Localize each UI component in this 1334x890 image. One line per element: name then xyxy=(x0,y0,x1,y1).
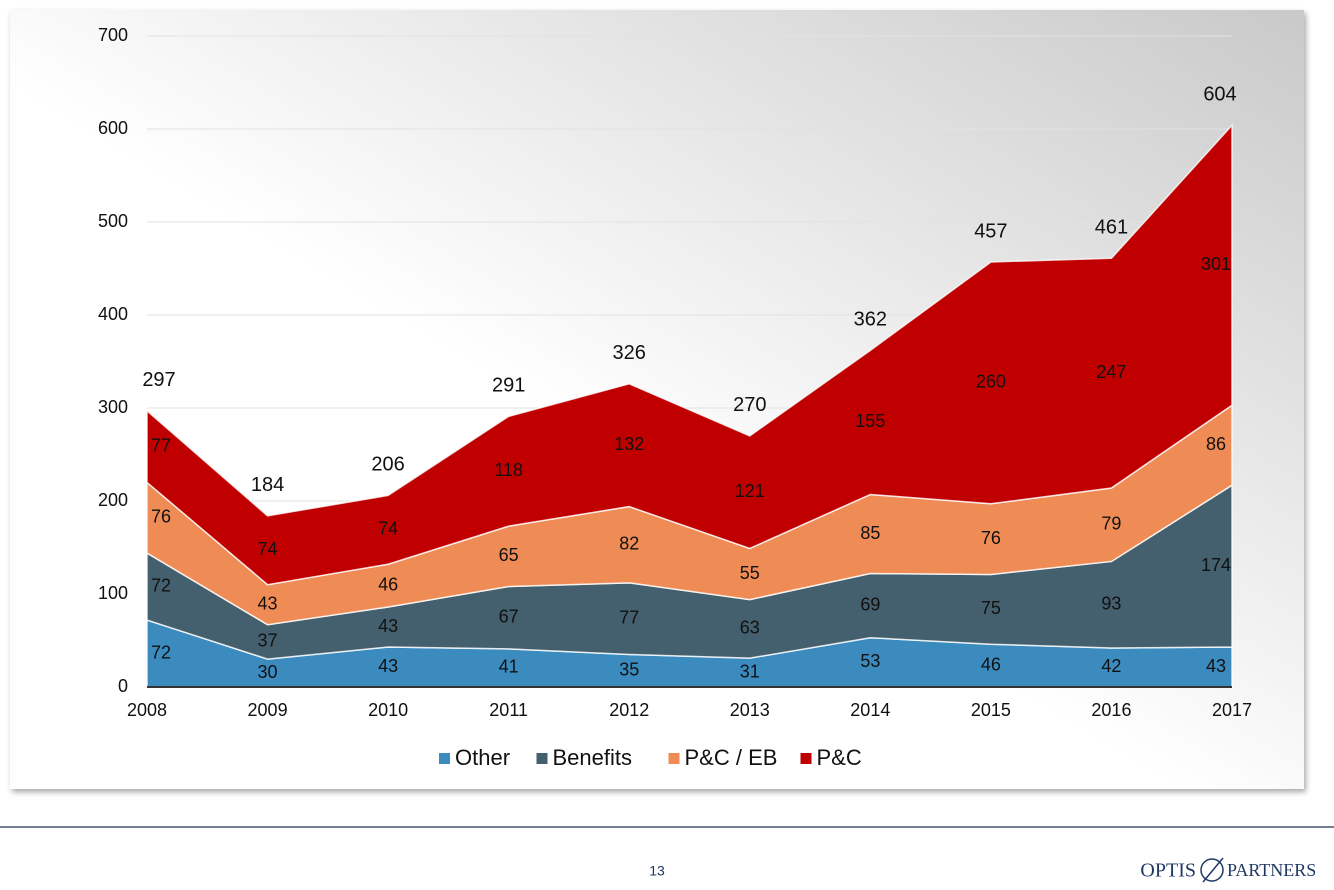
x-tick-label: 2012 xyxy=(609,700,649,720)
x-tick-label: 2014 xyxy=(850,700,890,720)
data-label: 121 xyxy=(735,481,765,501)
data-label: 43 xyxy=(258,593,278,613)
logo-icon xyxy=(1200,858,1224,882)
data-label: 67 xyxy=(499,606,519,626)
data-label: 43 xyxy=(378,616,398,636)
data-label: 74 xyxy=(378,519,398,539)
total-label: 457 xyxy=(974,220,1007,242)
total-label: 184 xyxy=(251,474,284,496)
data-label: 93 xyxy=(1101,593,1121,613)
x-tick-label: 2016 xyxy=(1091,700,1131,720)
data-label: 301 xyxy=(1201,254,1231,274)
data-label: 79 xyxy=(1101,513,1121,533)
data-label: 55 xyxy=(740,563,760,583)
data-label: 31 xyxy=(740,661,760,681)
y-tick-label: 600 xyxy=(98,118,128,138)
data-label: 43 xyxy=(378,656,398,676)
total-label: 604 xyxy=(1203,84,1236,106)
total-label: 270 xyxy=(733,394,766,416)
page-number: 13 xyxy=(649,863,665,879)
legend-label: Other xyxy=(455,745,510,770)
x-tick-label: 2015 xyxy=(971,700,1011,720)
y-tick-label: 700 xyxy=(98,25,128,45)
data-label: 82 xyxy=(619,533,639,553)
legend-label: P&C xyxy=(817,745,862,770)
x-tick-label: 2010 xyxy=(368,700,408,720)
total-label: 461 xyxy=(1095,217,1128,239)
total-label: 326 xyxy=(613,342,646,364)
total-label: 206 xyxy=(371,454,404,476)
legend-swatch xyxy=(439,753,450,764)
data-label: 174 xyxy=(1201,555,1231,575)
y-tick-label: 300 xyxy=(98,397,128,417)
data-label: 72 xyxy=(151,642,171,662)
area xyxy=(146,123,1233,586)
data-label: 74 xyxy=(258,539,278,559)
legend-swatch xyxy=(800,753,812,764)
data-label: 76 xyxy=(151,506,171,526)
data-label: 85 xyxy=(860,523,880,543)
data-label: 42 xyxy=(1101,656,1121,676)
data-label: 35 xyxy=(619,659,639,679)
data-label: 53 xyxy=(860,651,880,671)
data-label: 77 xyxy=(619,607,639,627)
total-label: 291 xyxy=(492,375,525,397)
data-label: 118 xyxy=(494,460,523,480)
y-tick-label: 200 xyxy=(98,490,128,510)
data-label: 65 xyxy=(499,545,519,565)
y-tick-label: 0 xyxy=(118,676,128,696)
legend-label: Benefits xyxy=(553,745,633,770)
legend-swatch xyxy=(668,753,680,764)
data-label: 43 xyxy=(1206,656,1226,676)
total-label: 297 xyxy=(142,369,175,391)
y-tick-label: 400 xyxy=(98,304,128,324)
x-tick-label: 2017 xyxy=(1212,700,1252,720)
x-tick-label: 2011 xyxy=(489,700,528,720)
data-label: 37 xyxy=(258,631,278,651)
total-label: 362 xyxy=(854,309,887,331)
data-label: 46 xyxy=(981,654,1001,674)
logo-icon xyxy=(1202,857,1224,883)
data-label: 77 xyxy=(151,435,171,455)
x-tick-label: 2009 xyxy=(248,700,288,720)
data-label: 86 xyxy=(1206,434,1226,454)
x-tick-label: 2013 xyxy=(730,700,770,720)
data-label: 75 xyxy=(981,598,1001,618)
legend-swatch xyxy=(536,753,548,764)
data-label: 155 xyxy=(855,411,885,431)
y-tick-label: 500 xyxy=(98,211,128,231)
logo-right: PARTNERS xyxy=(1227,860,1316,880)
legend-label: P&C / EB xyxy=(685,745,778,770)
data-label: 260 xyxy=(976,372,1006,392)
data-label: 63 xyxy=(740,618,760,638)
data-label: 46 xyxy=(378,574,398,594)
data-label: 132 xyxy=(614,434,644,454)
data-label: 247 xyxy=(1096,362,1126,382)
data-label: 41 xyxy=(499,657,519,677)
logo-left: OPTIS xyxy=(1140,860,1196,882)
x-tick-label: 2008 xyxy=(127,700,167,720)
data-label: 69 xyxy=(860,594,880,614)
data-label: 76 xyxy=(981,528,1001,548)
y-tick-label: 100 xyxy=(98,583,128,603)
data-label: 72 xyxy=(151,575,171,595)
data-label: 30 xyxy=(258,662,278,682)
